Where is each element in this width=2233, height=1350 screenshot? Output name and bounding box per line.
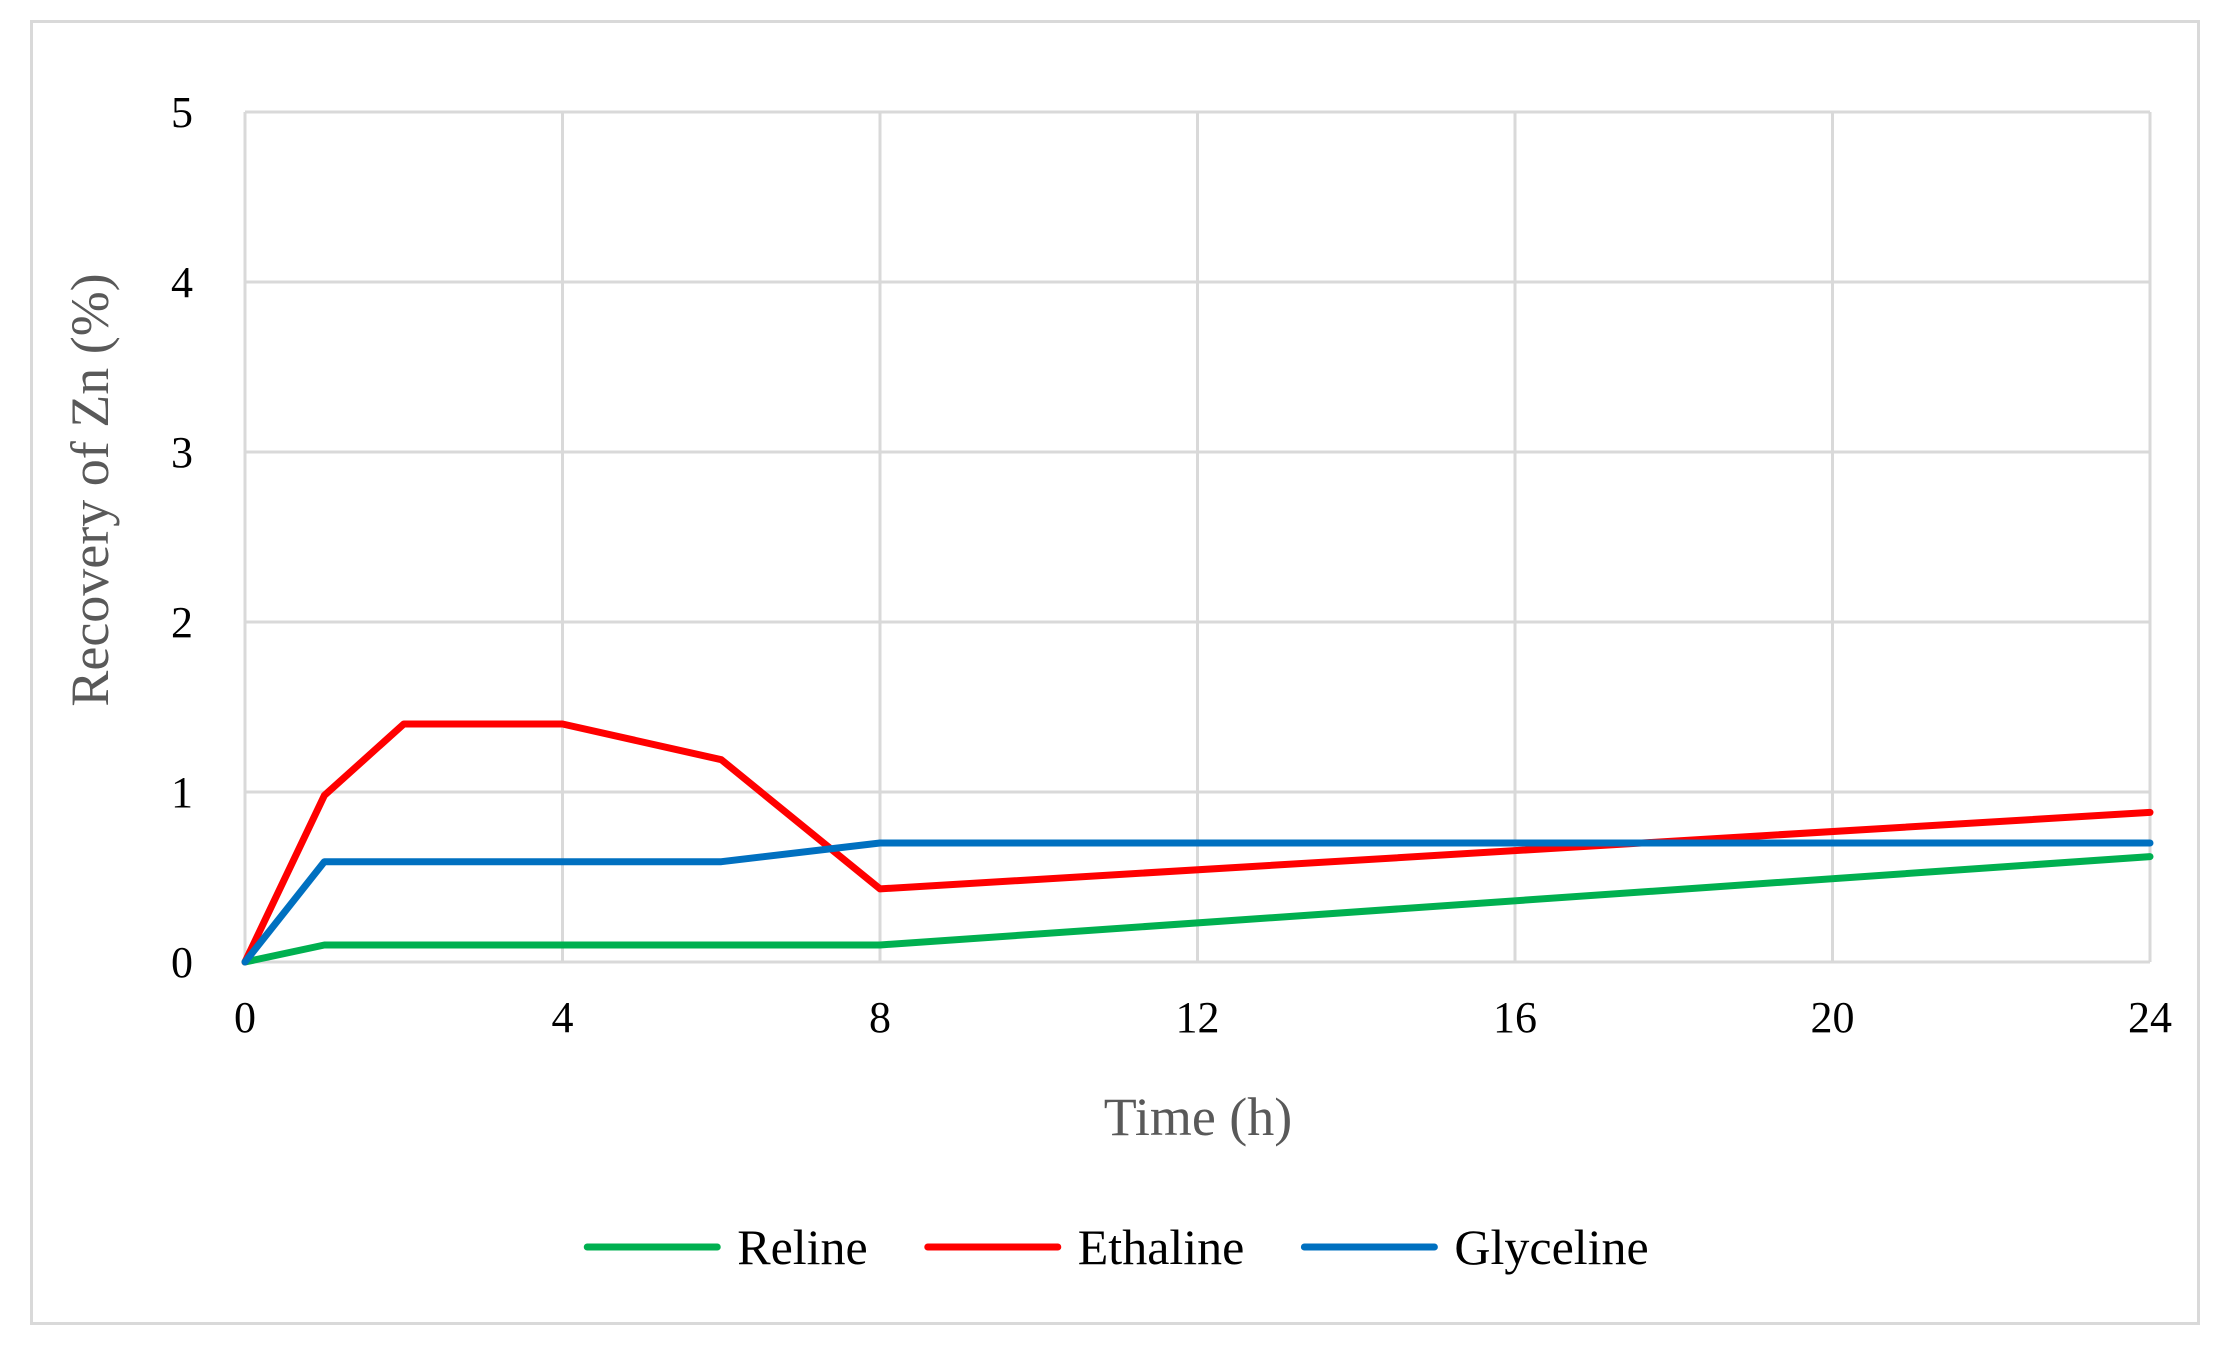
y-tick-label: 3 xyxy=(171,428,193,477)
gridlines xyxy=(243,110,2152,964)
y-tick-label: 5 xyxy=(171,88,193,137)
series-lines xyxy=(241,720,2154,966)
x-tick-label: 16 xyxy=(1493,993,1537,1042)
chart-frame xyxy=(30,20,2200,1325)
x-tick-label: 12 xyxy=(1176,993,1220,1042)
x-tick-label: 24 xyxy=(2128,993,2172,1042)
x-tick-label: 20 xyxy=(1811,993,1855,1042)
legend-label: Glyceline xyxy=(1454,1219,1648,1275)
y-tick-label: 4 xyxy=(171,258,193,307)
legend-label: Reline xyxy=(737,1219,868,1275)
legend-label: Ethaline xyxy=(1078,1219,1245,1275)
y-tick-label: 0 xyxy=(171,938,193,987)
y-axis-title: Recovery of Zn (%) xyxy=(60,273,120,706)
y-tick-label: 1 xyxy=(171,768,193,817)
x-tick-label: 4 xyxy=(552,993,574,1042)
y-axis-ticks: 0 1 2 3 4 5 xyxy=(171,88,193,987)
x-tick-label: 0 xyxy=(234,993,256,1042)
series-line-ethaline xyxy=(241,720,2154,966)
x-axis-title: Time (h) xyxy=(1104,1087,1293,1147)
legend: Reline Ethaline Glyceline xyxy=(583,1219,1649,1275)
x-tick-label: 8 xyxy=(869,993,891,1042)
x-axis-ticks: 0 4 8 12 16 20 24 xyxy=(234,993,2172,1042)
y-tick-label: 2 xyxy=(171,598,193,647)
series-line-reline xyxy=(241,853,2154,966)
series-line-glyceline xyxy=(241,839,2154,966)
